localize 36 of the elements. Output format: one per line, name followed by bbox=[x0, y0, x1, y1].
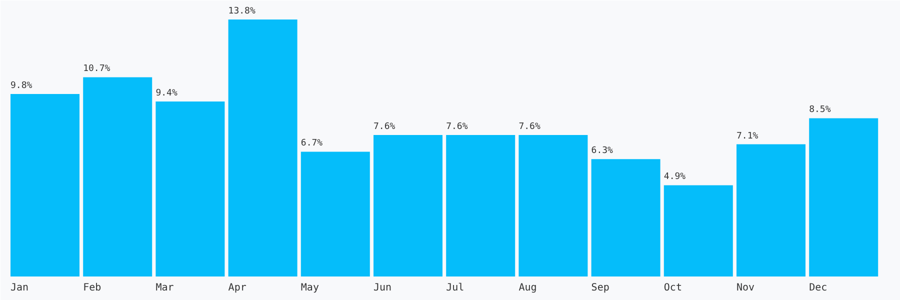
x-tick-label: Oct bbox=[664, 282, 682, 294]
x-tick-label: Nov bbox=[736, 282, 755, 294]
data-label: 13.8% bbox=[228, 6, 256, 16]
x-tick-label: May bbox=[300, 282, 319, 294]
data-label: 7.6% bbox=[446, 122, 468, 132]
x-tick-label: Aug bbox=[518, 282, 537, 294]
bar bbox=[374, 134, 442, 276]
x-tick-label: Jan bbox=[10, 282, 29, 294]
x-tick-label: Dec bbox=[809, 282, 828, 294]
x-tick-label: Mar bbox=[156, 282, 174, 294]
data-label: 7.1% bbox=[736, 131, 759, 142]
data-label: 9.4% bbox=[156, 88, 178, 98]
bar bbox=[736, 144, 806, 276]
data-label: 8.5% bbox=[809, 105, 832, 116]
bar bbox=[228, 20, 298, 276]
data-label: 7.6% bbox=[518, 122, 541, 132]
data-label: 6.3% bbox=[591, 146, 614, 156]
bar bbox=[10, 94, 80, 276]
x-tick-label: Feb bbox=[83, 282, 102, 294]
bar bbox=[300, 152, 370, 276]
bar bbox=[664, 185, 733, 276]
data-label: 10.7% bbox=[83, 64, 111, 74]
bar bbox=[83, 77, 152, 276]
data-label: 7.6% bbox=[374, 122, 396, 132]
data-label: 4.9% bbox=[664, 172, 686, 182]
x-tick-label: Jun bbox=[374, 282, 392, 294]
x-tick-label: Jul bbox=[446, 282, 464, 294]
x-tick-label: Apr bbox=[228, 282, 246, 294]
bar bbox=[809, 118, 878, 276]
data-label: 6.7% bbox=[300, 138, 324, 149]
bar bbox=[446, 134, 516, 276]
bar bbox=[156, 101, 225, 276]
bar bbox=[591, 159, 660, 276]
x-tick-label: Sep bbox=[591, 282, 610, 294]
bar bbox=[518, 134, 588, 276]
data-label: 9.8% bbox=[10, 80, 33, 91]
